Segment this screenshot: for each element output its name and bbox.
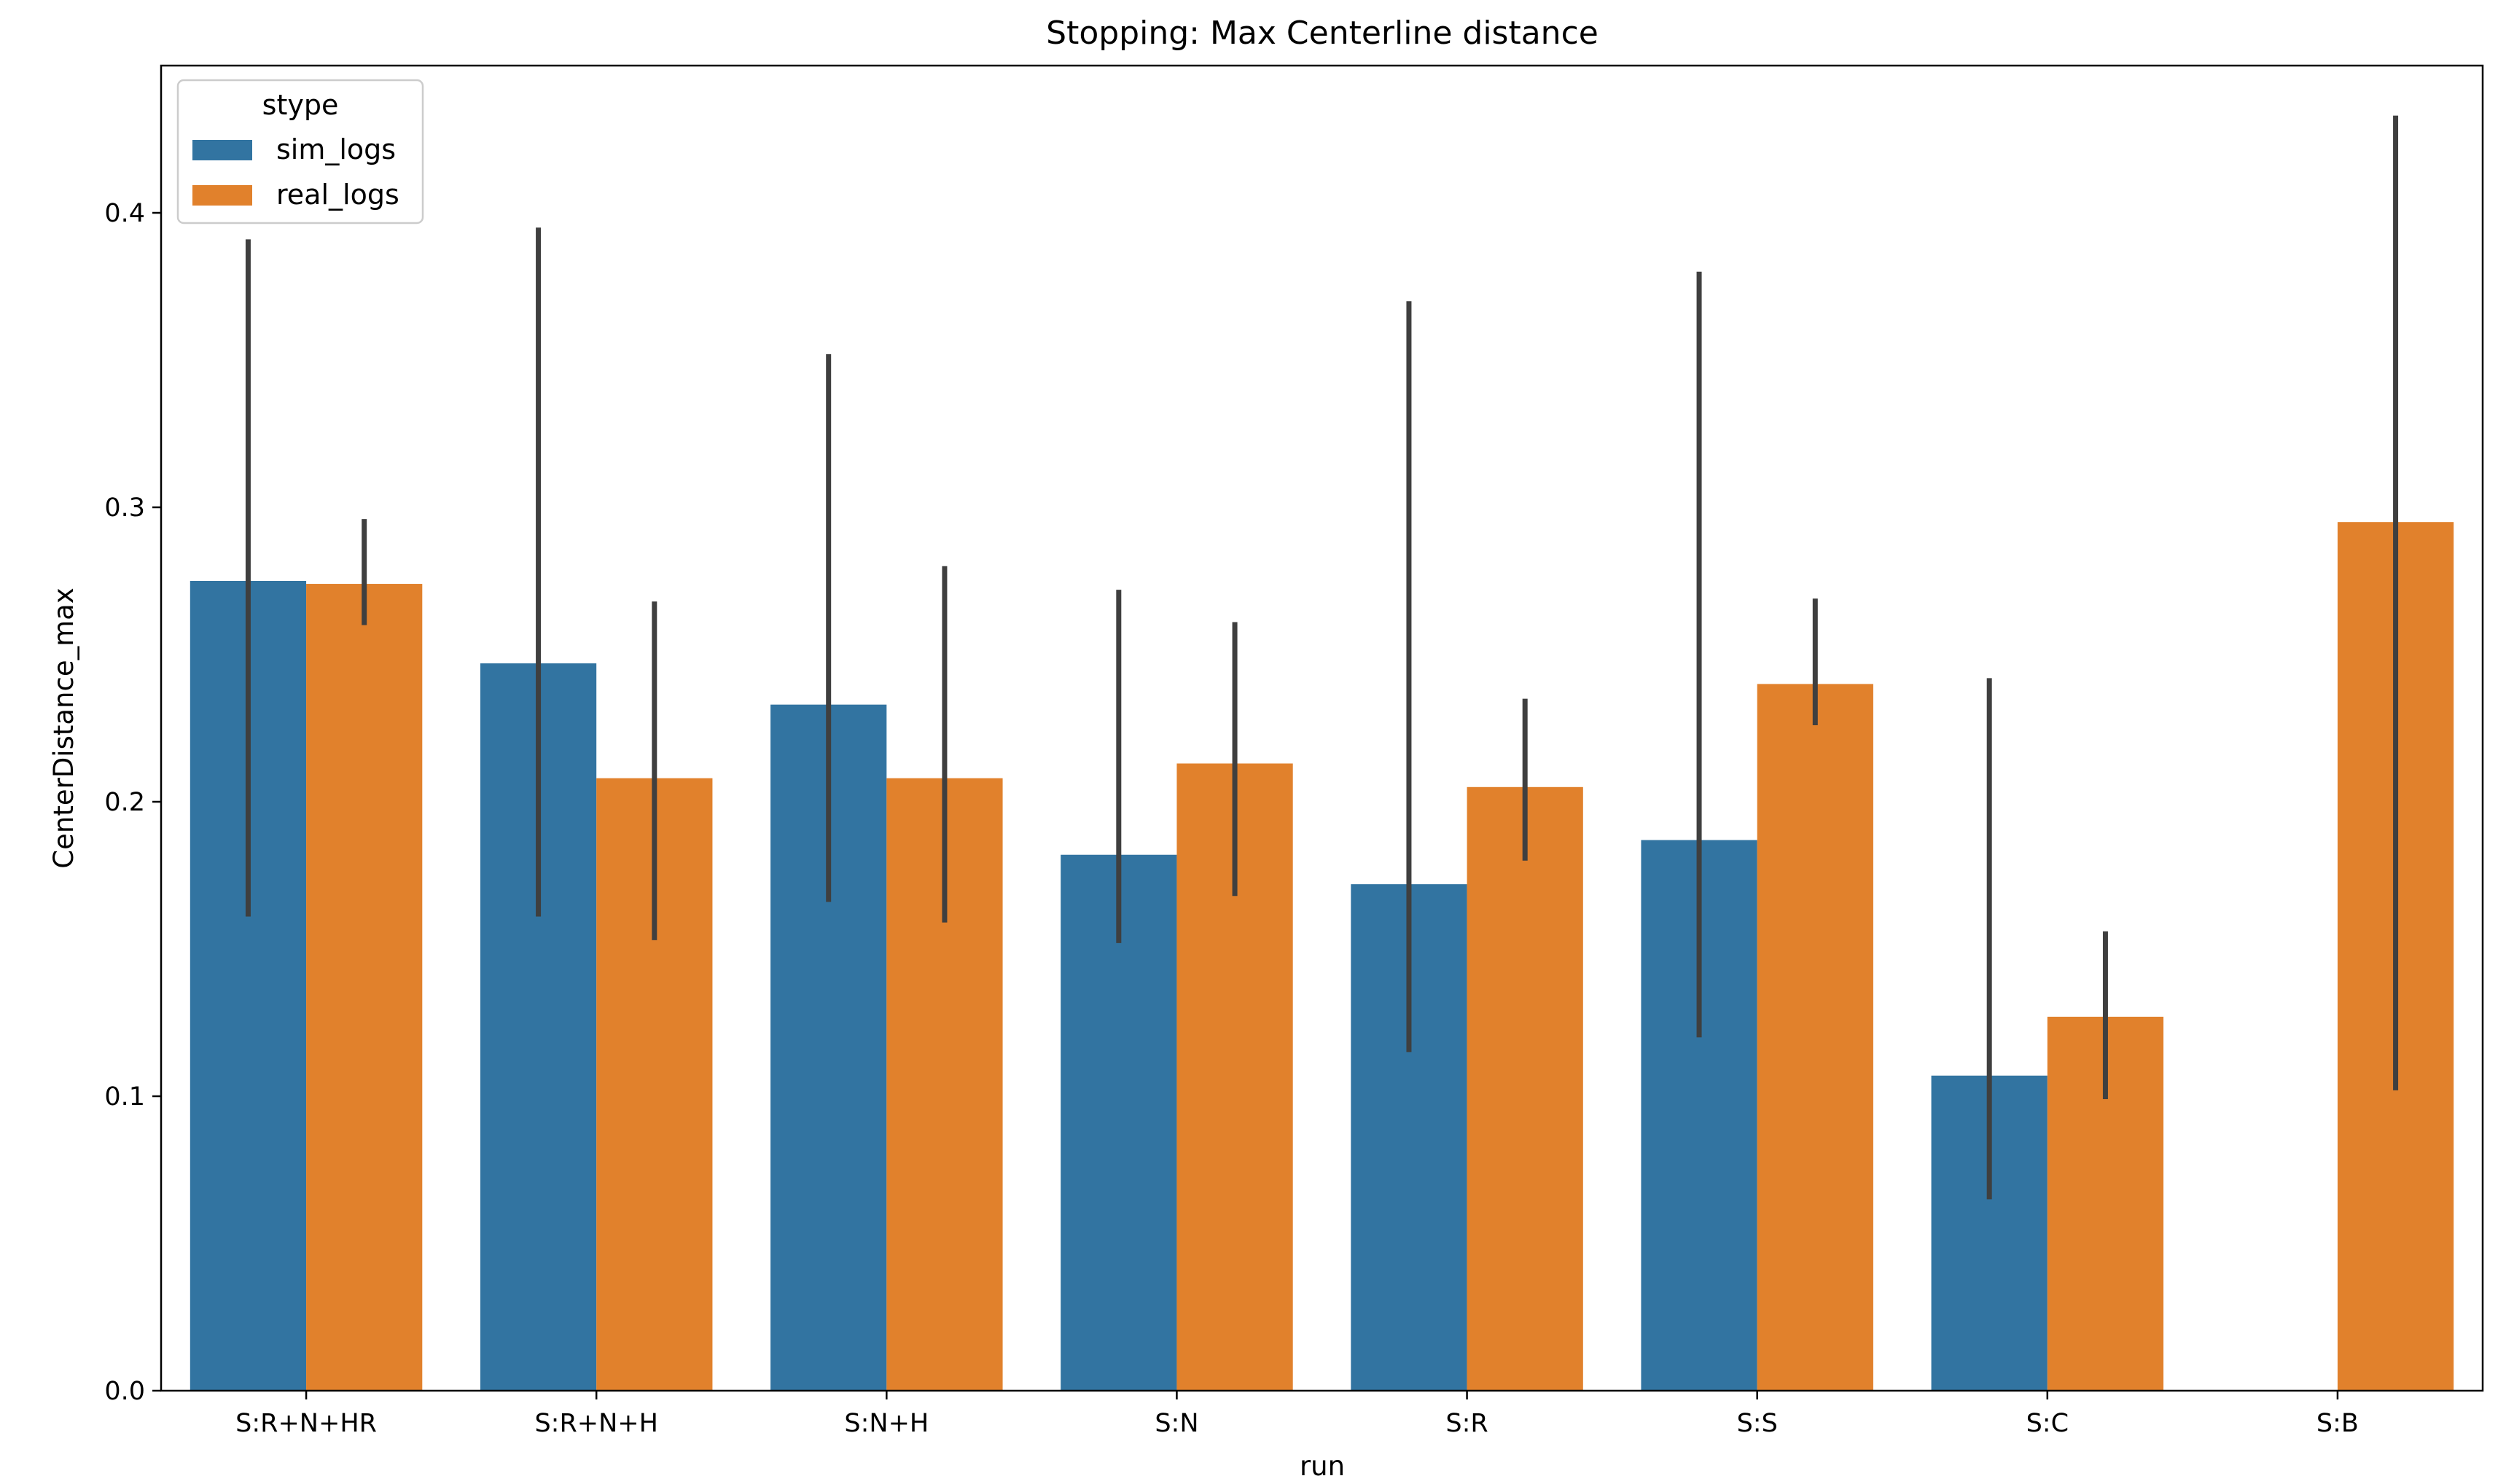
y-tick-label: 0.2 [104,788,145,817]
legend-label-sim_logs: sim_logs [276,133,396,165]
x-tick-label: S:R [1445,1409,1488,1438]
legend-swatch-sim_logs [192,140,252,160]
y-axis-label: CenterDistance_max [48,587,79,868]
x-axis-label: run [1300,1450,1345,1482]
x-tick-label: S:C [2026,1409,2069,1438]
y-tick-label: 0.3 [104,493,145,523]
x-tick-label: S:R+N+H [534,1409,657,1438]
bar-sim_logs-3 [1061,854,1177,1391]
chart-title: Stopping: Max Centerline distance [1046,15,1599,52]
x-tick-label: S:S [1737,1409,1778,1438]
bar-real_logs-5 [1757,684,1873,1391]
legend-label-real_logs: real_logs [276,179,399,211]
legend-swatch-real_logs [192,185,252,206]
plot-area [190,115,2454,1391]
x-tick-label: S:R+N+HR [235,1409,377,1438]
bar-real_logs-4 [1467,786,1583,1391]
legend: stype sim_logs real_logs [176,79,424,224]
axis-ticks: 0.0 0.1 0.2 0.3 0.4 S:R+N+HR S:R+N+H S:N+H S:N S:… [104,199,2359,1438]
legend-title: stype [262,89,339,121]
x-tick-label: S:N [1155,1409,1198,1438]
plot-frame [160,64,2484,1392]
y-tick-label: 0.0 [104,1377,145,1406]
x-tick-label: S:B [2316,1409,2359,1438]
bar-real_logs-0 [306,584,423,1391]
x-tick-label: S:N+H [844,1409,929,1438]
y-tick-label: 0.4 [104,199,145,228]
y-tick-label: 0.1 [104,1082,145,1112]
